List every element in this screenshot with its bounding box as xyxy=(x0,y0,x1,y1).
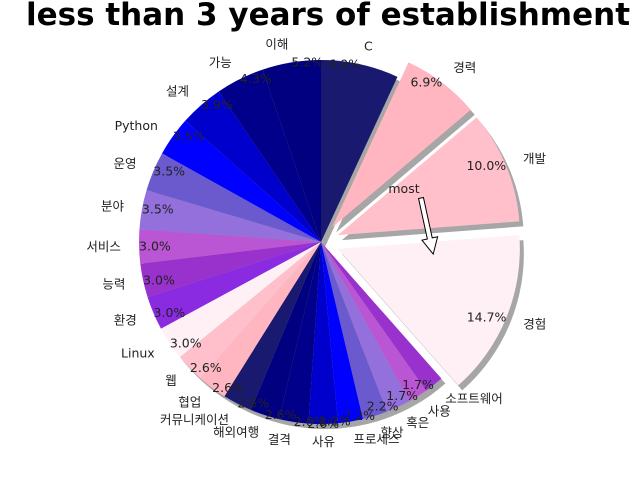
slice-pct-label-7: 2.2% xyxy=(343,408,375,423)
pie-slice-6 xyxy=(321,242,410,412)
pie-slice-0 xyxy=(321,60,398,242)
slice-pct-label-22: 3.9% xyxy=(201,97,233,112)
slice-pct-label-11: 2.6% xyxy=(265,407,297,422)
pie-slice-13 xyxy=(200,242,321,397)
slice-label-9: 사유 xyxy=(312,434,335,449)
pie-slice-2 xyxy=(337,117,520,236)
slice-pct-label-18: 3.0% xyxy=(139,239,171,254)
slice-label-14: 웹 xyxy=(165,373,177,388)
pie-slice-1 xyxy=(332,62,471,228)
pie-slice-7 xyxy=(321,242,387,420)
slice-pct-label-16: 3.0% xyxy=(154,305,186,320)
slice-pct-label-15: 3.0% xyxy=(170,335,202,350)
pie-slice-9 xyxy=(308,242,339,425)
annotation-layer: most xyxy=(388,181,439,256)
slice-label-6: 혹은 xyxy=(406,415,429,430)
slice-label-4: 소프트웨어 xyxy=(445,391,503,406)
pie-slice-14 xyxy=(180,242,321,379)
pie-slice-20 xyxy=(146,153,321,242)
slice-pct-label-2: 10.0% xyxy=(466,158,506,173)
slice-label-11: 해외여행 xyxy=(213,424,259,439)
slice-label-8: 프로세스 xyxy=(354,432,400,447)
slice-pct-label-24: 5.2% xyxy=(291,54,323,69)
pie-slice-24 xyxy=(262,60,321,242)
slice-label-3: 경험 xyxy=(523,316,546,331)
pie-slice-3 xyxy=(337,235,520,386)
pie-slice-4 xyxy=(321,242,442,391)
slice-pct-label-4: 1.7% xyxy=(402,377,434,392)
slice-label-12: 커뮤니케이션 xyxy=(160,412,229,427)
pie-slice-19 xyxy=(139,190,321,242)
label-layer: C 6.9% 경력 6.9% 개발 10.0% 경험 14.7% 소프트웨어 1.7% 사용 1.7%… xyxy=(86,36,546,449)
slice-label-10: 결격 xyxy=(268,432,291,447)
slice-label-5: 사용 xyxy=(428,403,451,418)
slice-label-19: 분야 xyxy=(101,198,125,213)
slice-pct-label-14: 2.6% xyxy=(190,360,222,375)
slice-pct-label-21: 3.5% xyxy=(173,128,205,143)
slice-label-16: 환경 xyxy=(114,312,137,327)
slice-pct-label-23: 4.3% xyxy=(240,71,272,86)
slice-pct-label-9: 2.6% xyxy=(307,416,339,431)
pie-slice-10 xyxy=(279,242,321,424)
pie-slice-17 xyxy=(140,242,321,298)
slice-label-18: 서비스 xyxy=(86,239,121,254)
slice-label-22: 설계 xyxy=(166,83,189,98)
slice-pct-label-13: 2.6% xyxy=(212,380,244,395)
pie-slice-22 xyxy=(185,91,321,242)
pie-slice-21 xyxy=(162,120,321,242)
slice-label-21: Python xyxy=(115,118,158,133)
pie-slice-15 xyxy=(160,242,321,358)
slice-label-20: 운영 xyxy=(114,156,137,171)
pie-slice-18 xyxy=(139,229,321,264)
pie-slice-5 xyxy=(321,242,427,401)
slice-pct-label-1: 6.9% xyxy=(410,75,442,90)
slice-layer xyxy=(139,60,520,425)
slice-pct-label-17: 3.0% xyxy=(143,273,175,288)
slice-pct-label-20: 3.5% xyxy=(153,163,185,178)
pie-slice-23 xyxy=(218,69,321,242)
chart-title: less than 3 years of establishment xyxy=(26,0,630,33)
slice-label-2: 개발 xyxy=(523,151,547,166)
pie-slice-8 xyxy=(321,242,363,424)
slice-label-7: 향상 xyxy=(380,425,404,440)
slice-label-17: 능력 xyxy=(102,276,125,291)
slice-pct-label-8: 2.2% xyxy=(319,414,351,429)
pie-slice-12 xyxy=(224,242,321,410)
slice-pct-label-19: 3.5% xyxy=(142,202,174,217)
pie-slice-11 xyxy=(250,242,321,420)
slice-label-1: 경력 xyxy=(453,60,476,75)
slice-pct-label-0: 6.9% xyxy=(328,56,360,71)
slice-pct-label-12: 2.6% xyxy=(237,396,269,411)
slice-label-23: 가능 xyxy=(209,55,232,70)
slice-pct-label-3: 14.7% xyxy=(467,309,507,324)
slice-label-0: C xyxy=(364,38,373,53)
annotation-text: most xyxy=(388,181,419,196)
slice-pct-label-10: 2.6% xyxy=(294,414,326,429)
annotation-arrow xyxy=(417,196,439,256)
slice-pct-label-6: 2.2% xyxy=(367,399,399,414)
slice-label-13: 협업 xyxy=(178,394,201,409)
slice-label-24: 이해 xyxy=(265,36,288,51)
slice-pct-label-5: 1.7% xyxy=(386,388,418,403)
pie-slice-16 xyxy=(147,242,321,329)
slice-label-15: Linux xyxy=(121,345,155,360)
